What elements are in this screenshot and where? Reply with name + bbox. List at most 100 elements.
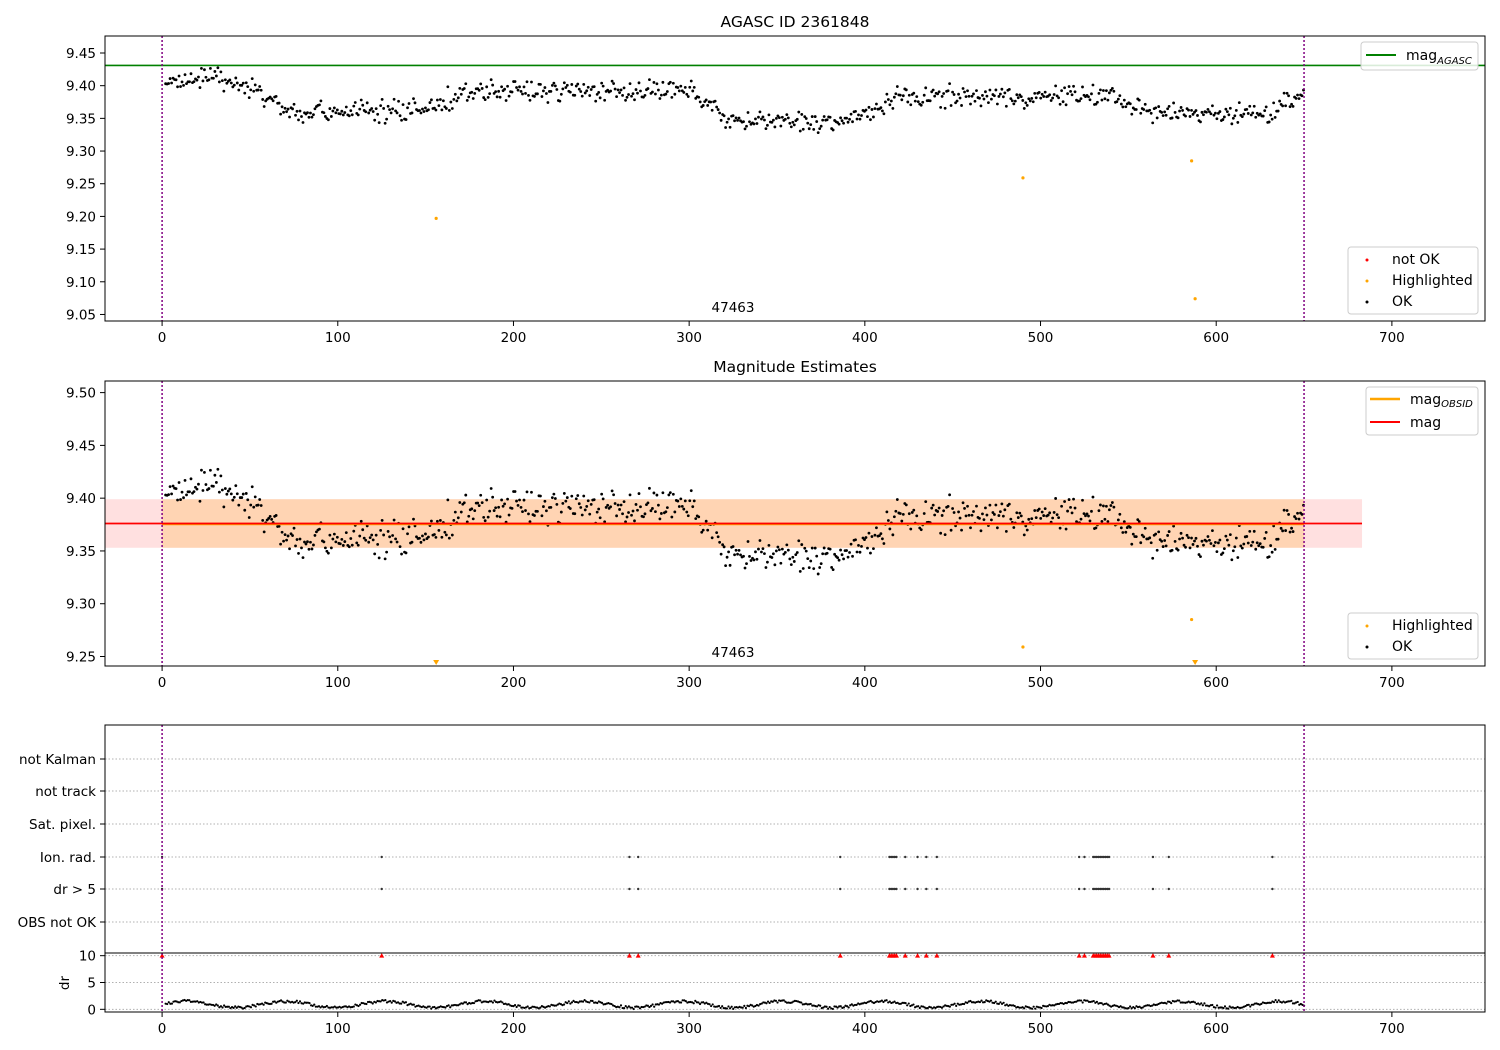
ok-point: [763, 552, 766, 555]
ok-point: [1164, 544, 1168, 548]
ok-point: [259, 504, 263, 507]
ok-point: [323, 115, 327, 118]
ok-point: [1112, 89, 1116, 93]
ok-point: [931, 88, 935, 92]
ok-point: [1261, 114, 1265, 118]
ok-point: [1296, 93, 1299, 97]
dr-point: [624, 1004, 627, 1008]
dr-point: [842, 1006, 846, 1009]
dr-point: [836, 1006, 839, 1009]
flag-marker: [893, 855, 896, 859]
ok-point: [1015, 93, 1019, 97]
ok-point: [1163, 539, 1167, 542]
ok-point: [901, 94, 905, 98]
ok-point: [677, 505, 681, 508]
ok-point: [1049, 99, 1053, 102]
ok-point: [601, 84, 605, 88]
dr-point: [721, 1005, 724, 1008]
ok-point: [1142, 108, 1146, 111]
ok-point: [588, 94, 592, 97]
y-tick-label: 9.30: [66, 597, 96, 613]
dr-point: [621, 1006, 624, 1010]
dr-point: [433, 1005, 436, 1009]
ok-point: [340, 537, 344, 541]
dr-point: [234, 1005, 237, 1008]
ok-point: [978, 96, 981, 100]
ok-point: [312, 113, 315, 117]
ok-point: [815, 120, 819, 123]
flag-marker: [1107, 887, 1111, 891]
dr-point: [923, 1006, 926, 1009]
ok-point: [536, 509, 539, 513]
ok-point: [1001, 95, 1005, 99]
ok-point: [588, 512, 592, 516]
ok-point: [1118, 512, 1122, 516]
ok-point: [573, 512, 577, 516]
ok-point: [801, 567, 805, 570]
ok-point: [583, 508, 587, 512]
y-tick-label: 9.35: [66, 111, 96, 127]
ok-point: [430, 519, 433, 523]
ok-point: [553, 84, 557, 88]
ok-point: [1242, 112, 1246, 116]
ok-point: [1236, 121, 1240, 124]
ok-point: [891, 106, 895, 110]
ok-point: [806, 557, 810, 561]
ok-point: [286, 534, 290, 538]
dr-point: [640, 1005, 643, 1009]
ok-point: [1285, 509, 1289, 512]
dr-point: [166, 1002, 169, 1006]
ok-point: [592, 85, 596, 89]
dr-point: [275, 1001, 278, 1004]
ok-point: [716, 108, 720, 111]
ok-point: [515, 86, 518, 89]
panel1-legend-top: magAGASC: [1360, 41, 1479, 71]
ok-point: [785, 113, 789, 116]
ok-point: [592, 498, 596, 502]
dr-point: [668, 1001, 672, 1004]
ok-point: [900, 98, 904, 102]
ok-point: [536, 92, 539, 96]
ok-point: [1100, 519, 1104, 523]
ok-point: [282, 110, 285, 114]
x-tick-label: 600: [1203, 1021, 1229, 1037]
dr-point: [917, 1005, 920, 1008]
ok-point: [1082, 512, 1086, 516]
dr-point: [1095, 1000, 1099, 1003]
ok-point: [244, 492, 248, 495]
dr-point: [1046, 1005, 1049, 1008]
ok-point: [878, 534, 881, 538]
dr-point: [694, 999, 697, 1002]
ok-point: [589, 502, 593, 506]
ok-point: [574, 84, 578, 88]
ok-point: [1257, 544, 1261, 548]
dr-point: [912, 1003, 915, 1006]
ok-point: [1025, 528, 1029, 532]
dr-point: [618, 1006, 621, 1009]
ok-point: [359, 519, 363, 523]
ok-point: [1240, 115, 1244, 118]
ok-point: [182, 496, 185, 500]
ok-point: [1269, 544, 1273, 547]
dr-point: [379, 1000, 382, 1003]
ok-point: [491, 83, 495, 87]
dr-point: [227, 1005, 230, 1008]
dr-point: [692, 1002, 695, 1005]
ok-point: [1063, 86, 1066, 90]
ok-point: [760, 117, 763, 121]
ok-point: [803, 546, 807, 550]
dr-point: [782, 999, 785, 1002]
ok-point: [400, 552, 403, 556]
ok-point: [1004, 529, 1008, 533]
ok-point: [991, 511, 995, 514]
flag-marker: [1099, 887, 1102, 891]
dr-point: [651, 1003, 654, 1006]
dr-point: [953, 1002, 956, 1005]
dr-point: [697, 1001, 700, 1004]
ok-point: [963, 506, 966, 510]
ok-point: [804, 549, 808, 553]
dr-point: [771, 1000, 774, 1003]
ok-point: [1254, 115, 1258, 119]
dr-point: [531, 1005, 534, 1008]
ok-point: [997, 514, 1001, 517]
